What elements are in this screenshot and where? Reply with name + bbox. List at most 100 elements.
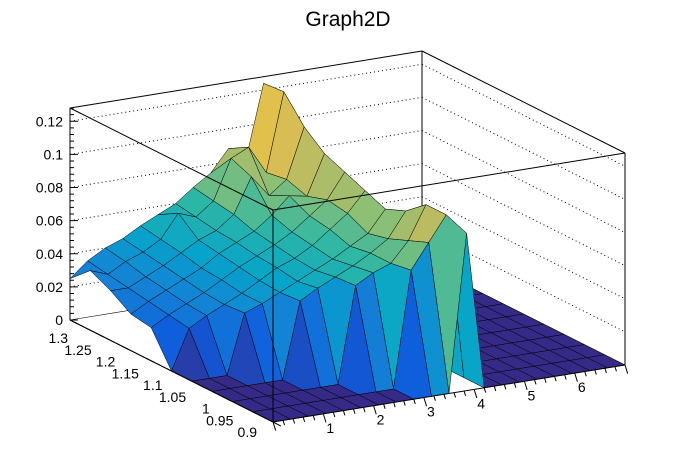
grid-line [421, 130, 626, 233]
box-edge [69, 50, 423, 109]
y-minor-tick [156, 362, 161, 367]
y-minor-tick [130, 350, 136, 354]
x-minor-tick [282, 420, 286, 426]
y-minor-tick [216, 393, 222, 397]
x-tick-label: 1 [326, 420, 334, 436]
x-minor-tick [584, 371, 587, 377]
grid-line [69, 63, 423, 122]
y-major-tick [272, 421, 282, 427]
z-tick-label: 0.02 [36, 279, 63, 295]
z-tick-label: 0.12 [36, 113, 63, 129]
x-major-tick [473, 389, 478, 399]
x-major-tick [523, 381, 528, 390]
x-axis-line [272, 364, 626, 423]
y-minor-tick [242, 406, 248, 410]
y-minor-tick [237, 403, 243, 407]
x-major-tick [373, 405, 377, 415]
x-major-tick [423, 397, 428, 407]
y-minor-tick [105, 337, 111, 341]
x-minor-tick [393, 402, 396, 408]
x-minor-tick [513, 382, 517, 388]
x-minor-tick [403, 400, 406, 406]
x-minor-tick [312, 415, 316, 421]
x-minor-tick [363, 407, 366, 413]
x-major-tick [272, 421, 277, 431]
y-minor-tick [186, 378, 192, 382]
y-minor-tick [79, 324, 85, 328]
x-minor-tick [302, 416, 306, 423]
y-minor-tick [90, 329, 95, 333]
z-tick-label: 0 [55, 312, 63, 328]
y-minor-tick [262, 416, 268, 420]
y-major-tick [120, 345, 129, 350]
y-major-tick [247, 408, 256, 414]
y-minor-tick [267, 419, 273, 423]
x-minor-tick [433, 395, 436, 401]
y-minor-tick [115, 342, 121, 346]
x-tick-label: 2 [377, 412, 385, 428]
axes: 00.020.040.060.080.10.120.90.9511.051.11… [36, 107, 629, 440]
y-minor-tick [84, 327, 90, 331]
x-minor-tick [292, 418, 296, 424]
y-tick-label: 0.95 [206, 412, 233, 428]
x-tick-label: 4 [477, 395, 485, 411]
x-minor-tick [443, 394, 446, 400]
y-major-tick [196, 383, 206, 389]
y-major-tick [171, 370, 180, 376]
surface [69, 83, 626, 423]
y-tick-label: 1.1 [143, 377, 163, 393]
y-tick-label: 1.3 [49, 330, 69, 346]
y-minor-tick [161, 365, 166, 369]
y-tick-label: 1 [202, 401, 210, 417]
x-minor-tick [463, 390, 467, 396]
x-minor-tick [604, 368, 607, 374]
y-major-tick [145, 357, 155, 363]
y-tick-label: 1.2 [96, 354, 116, 370]
z-tick-label: 0.08 [36, 180, 63, 196]
x-tick-label: 5 [528, 387, 536, 403]
x-minor-tick [503, 384, 507, 390]
grid-line [69, 96, 423, 155]
y-minor-tick [181, 375, 187, 379]
x-minor-tick [413, 399, 416, 405]
y-minor-tick [232, 401, 238, 405]
z-tick-label: 0.06 [36, 213, 63, 229]
y-minor-tick [110, 339, 116, 344]
y-minor-tick [135, 352, 141, 356]
x-minor-tick [383, 403, 386, 409]
y-minor-tick [211, 390, 217, 395]
y-minor-tick [206, 388, 212, 392]
x-minor-tick [352, 408, 356, 414]
y-tick-label: 1.15 [112, 365, 139, 381]
x-minor-tick [534, 379, 537, 385]
x-minor-tick [342, 410, 346, 416]
x-major-tick [322, 413, 327, 423]
x-minor-tick [554, 376, 557, 382]
x-minor-tick [594, 369, 597, 375]
grid-line [421, 96, 626, 200]
x-minor-tick [493, 386, 497, 392]
x-minor-tick [564, 374, 567, 380]
y-major-tick [95, 332, 104, 338]
y-major-tick [222, 396, 231, 401]
box-edge [272, 152, 626, 211]
box-edge [69, 107, 274, 211]
x-minor-tick [614, 366, 617, 372]
x-minor-tick [332, 412, 336, 418]
y-major-tick [69, 319, 79, 325]
y-minor-tick [166, 368, 172, 372]
front-box-edges [69, 107, 626, 422]
z-tick-label: 0.1 [44, 146, 64, 162]
z-tick-label: 0.04 [36, 246, 63, 262]
y-tick-label: 1.25 [64, 342, 91, 358]
chart-title: Graph2D [305, 8, 390, 31]
y-minor-tick [191, 380, 197, 384]
x-major-tick [574, 372, 578, 382]
x-minor-tick [483, 387, 487, 393]
box-edge [421, 50, 626, 154]
x-minor-tick [453, 392, 457, 398]
x-tick-label: 6 [578, 379, 586, 395]
y-minor-tick [140, 355, 146, 359]
x-minor-tick [544, 377, 547, 383]
